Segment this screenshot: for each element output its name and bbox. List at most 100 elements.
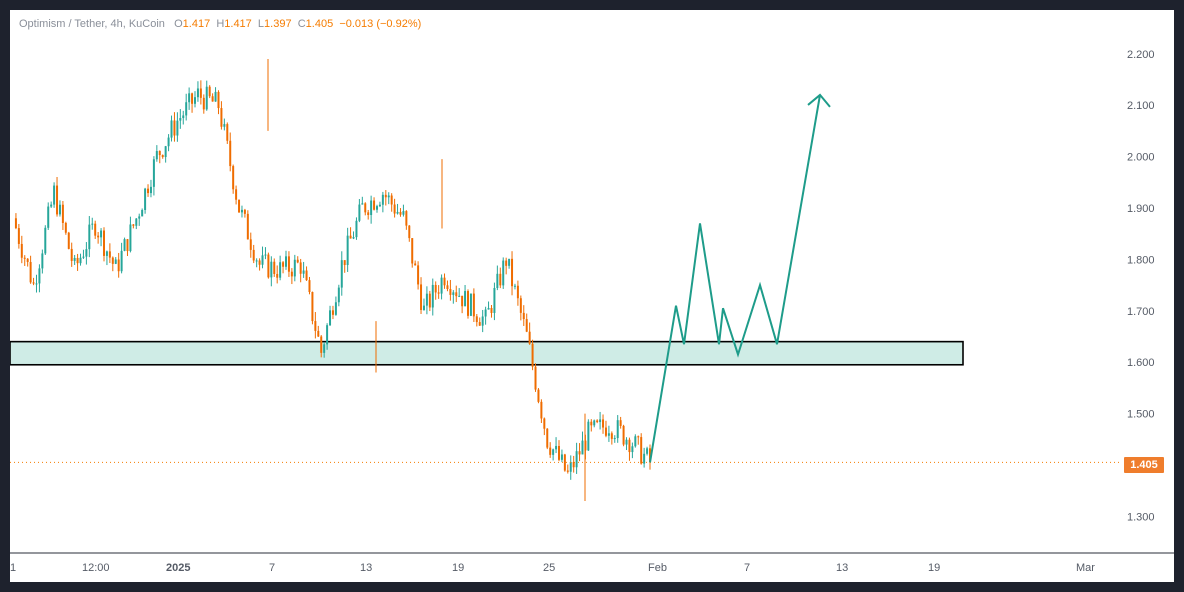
candle-body [613, 438, 616, 440]
candle-body [649, 448, 651, 463]
candle-body [511, 258, 514, 287]
close-label: C [297, 18, 306, 30]
candle-body [123, 239, 126, 251]
candle-body [631, 446, 634, 453]
candle-body [67, 232, 70, 249]
candle-body [211, 96, 214, 102]
chart-canvas[interactable]: 2.200 2.100 2.000 1.900 1.800 1.700 1.600 1.500… [10, 10, 1174, 582]
open-label: O [174, 18, 183, 30]
candle-body [593, 420, 596, 426]
candle-body [176, 120, 179, 136]
candle-body [56, 185, 59, 215]
candle-body [243, 209, 246, 214]
x-tick-label: 13 [360, 562, 372, 574]
candle-body [622, 425, 625, 445]
candle-body [422, 305, 425, 311]
candle-body [129, 224, 132, 252]
candle-body [179, 118, 182, 121]
candle-body [238, 199, 241, 213]
symbol-title: Optimism / Tether, 4h, KuCoin [19, 18, 165, 30]
candle-body [496, 273, 499, 289]
candle-body [170, 120, 173, 138]
candle-body [44, 227, 47, 254]
candle-body [182, 115, 185, 119]
candle-body [528, 331, 531, 344]
support-zone[interactable] [10, 340, 964, 366]
candle-body [387, 195, 390, 198]
candle-body [282, 262, 285, 267]
candle-body [94, 223, 97, 236]
candle-body [555, 445, 558, 450]
x-tick-label: Mar [1076, 562, 1095, 574]
candle-body [188, 93, 191, 103]
candle-body [437, 292, 440, 294]
y-tick-label: 2.000 [1127, 152, 1155, 164]
candle-body [619, 420, 622, 426]
candle-body [381, 194, 384, 205]
candle-body [302, 270, 305, 274]
candle-body [103, 230, 105, 256]
candle-body [560, 454, 563, 460]
candle-body [100, 230, 103, 238]
candle-body [484, 309, 487, 317]
projection-arrowhead [807, 93, 831, 108]
candle-body [402, 211, 405, 215]
candle-body [91, 223, 94, 225]
candle-body [285, 256, 287, 267]
candle-body [217, 91, 220, 109]
candle-body [232, 166, 235, 190]
candle-body [607, 433, 610, 436]
candle-body [349, 235, 352, 239]
x-tick-label: 19 [452, 562, 464, 574]
y-tick-label: 1.800 [1127, 254, 1155, 266]
candle-body [220, 108, 223, 127]
candle-body [117, 259, 120, 272]
projection-path[interactable] [649, 94, 821, 463]
candle-body [396, 211, 399, 214]
candle-body [452, 292, 455, 295]
candle-body [88, 224, 91, 250]
candle-body [293, 259, 296, 277]
candle-body [487, 308, 490, 310]
candle-body [461, 295, 464, 307]
candle-body [76, 257, 79, 264]
candle-body [428, 293, 431, 308]
candle-body [464, 291, 467, 307]
candle-body [205, 86, 208, 110]
candle-body [308, 280, 311, 293]
candle-body [616, 420, 619, 439]
candle-body [73, 257, 76, 261]
candle-body [105, 251, 108, 256]
candle-body [352, 237, 355, 239]
candle-body [610, 433, 613, 439]
candle-body [443, 277, 446, 286]
candle-body [420, 284, 423, 311]
candle-body [61, 204, 64, 223]
candle-body [202, 97, 205, 110]
candle-body [132, 224, 135, 226]
candle-body [317, 330, 320, 337]
candle-body [270, 261, 273, 278]
candle-body [458, 295, 461, 297]
candle-body [255, 260, 258, 262]
candle-body [329, 310, 332, 326]
candle-body [114, 259, 117, 264]
candle-body [138, 216, 141, 219]
candle-body [581, 440, 584, 455]
candle-body [290, 271, 293, 277]
candle-body [144, 188, 147, 210]
candle-body [196, 88, 199, 98]
candle-body [50, 204, 53, 207]
candle-body [411, 238, 414, 264]
candle-body [252, 249, 255, 261]
candle-body [276, 273, 279, 278]
candle-body [640, 437, 643, 464]
candle-body [161, 155, 164, 158]
candle-body [296, 259, 299, 263]
candle-body [646, 448, 649, 454]
candle-body [152, 159, 155, 187]
candle-body [85, 249, 88, 257]
candle-body [97, 235, 100, 238]
candle-body [502, 260, 505, 286]
chart-frame: 2.200 2.100 2.000 1.900 1.800 1.700 1.600 1.500… [10, 10, 1174, 582]
